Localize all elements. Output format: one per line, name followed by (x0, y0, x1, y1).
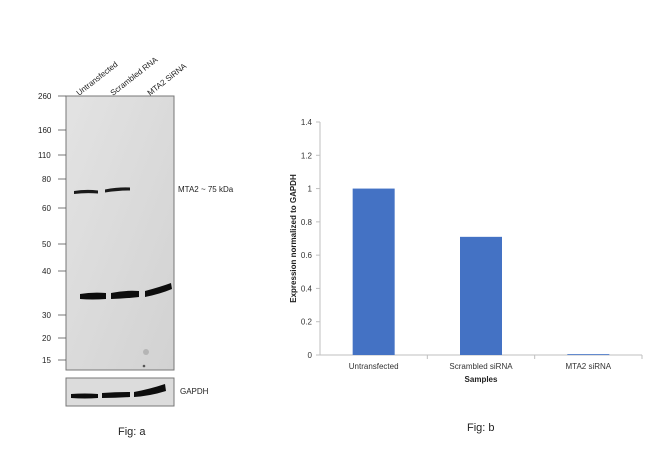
x-tick-label: Scrambled siRNA (449, 362, 513, 371)
western-blot-figure: Untransfected Scrambled RNA MTA2 SiRNA 2… (38, 55, 234, 407)
gapdh-band-lane1 (71, 393, 98, 399)
lower-band-lane3 (145, 283, 172, 297)
x-tick-label: Untransfected (349, 362, 399, 371)
blot-artifact (143, 349, 149, 355)
y-tick-label: 1.2 (301, 151, 313, 160)
gapdh-band-lane3 (134, 384, 166, 397)
marker-60: 60 (42, 204, 51, 213)
mta2-band-label: MTA2 ~ 75 kDa (178, 185, 234, 194)
bar (567, 354, 610, 355)
marker-260: 260 (38, 92, 52, 101)
marker-160: 160 (38, 126, 52, 135)
y-tick-label: 0.2 (301, 318, 313, 327)
y-tick-label: 1 (308, 185, 313, 194)
x-tick-label: MTA2 siRNA (566, 362, 612, 371)
marker-15: 15 (42, 356, 51, 365)
lower-band-lane1 (80, 292, 106, 300)
y-tick-label: 0.8 (301, 218, 313, 227)
y-axis-title: Expression normalized to GAPDH (289, 174, 298, 303)
marker-80: 80 (42, 175, 51, 184)
gapdh-label: GAPDH (180, 387, 209, 396)
mta2-band-lane2 (105, 187, 130, 193)
marker-110: 110 (38, 151, 51, 160)
marker-30: 30 (42, 311, 51, 320)
y-tick-label: 1.4 (301, 118, 313, 127)
y-tick-label: 0.6 (301, 251, 313, 260)
marker-50: 50 (42, 240, 51, 249)
gapdh-band-lane2 (102, 392, 130, 398)
blot-main-panel (65, 95, 175, 371)
lower-band-lane2 (111, 290, 139, 299)
blot-artifact (142, 364, 146, 368)
y-tick-label: 0 (308, 351, 313, 360)
marker-40: 40 (42, 267, 51, 276)
figure-a-caption: Fig: a (118, 426, 146, 438)
y-tick-label: 0.4 (301, 284, 313, 293)
figure-b-caption: Fig: b (467, 422, 495, 434)
x-axis-title: Samples (465, 375, 498, 384)
marker-ladder: 260 160 110 80 60 50 40 30 20 15 (38, 92, 66, 365)
expression-bar-chart: 0 0.2 0.4 0.6 0.8 1 1.2 1.4 Untransfected Scrambl… (289, 118, 643, 384)
bar (352, 188, 395, 355)
bar (460, 236, 502, 355)
marker-20: 20 (42, 334, 51, 343)
mta2-band-lane1 (74, 189, 98, 194)
